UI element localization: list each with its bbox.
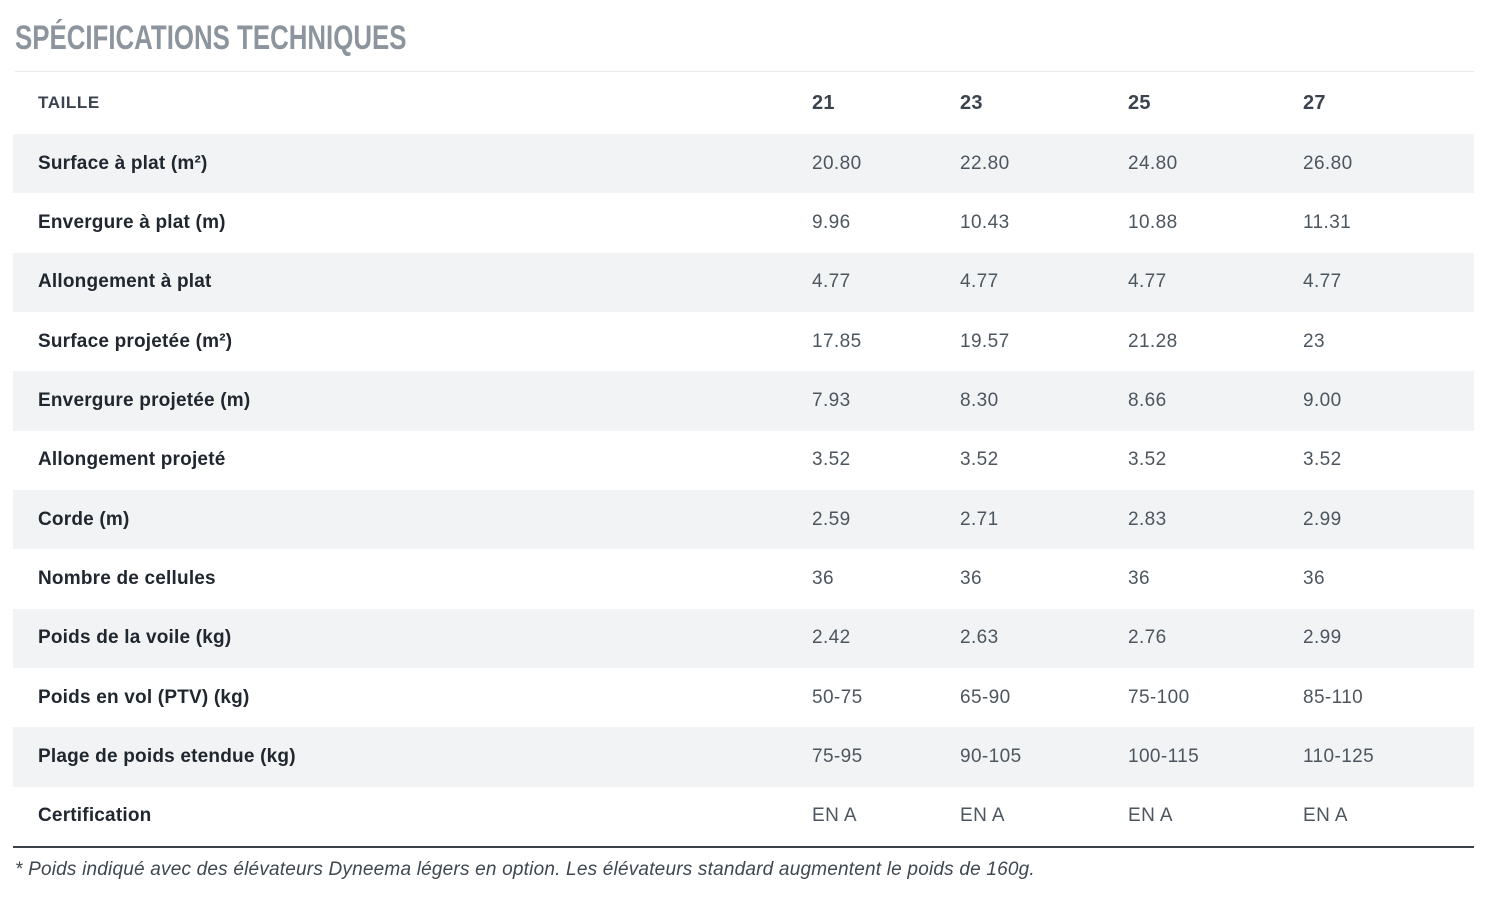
- cell-value: 17.85: [812, 330, 862, 352]
- table-row-poids-de-la-voile: Poids de la voile (kg) 2.42 2.63 2.76 2.…: [13, 608, 1474, 668]
- table-row-plage-de-poids-etendue: Plage de poids etendue (kg) 75-95 90-105…: [13, 727, 1474, 787]
- cell-value: 22.80: [960, 152, 1010, 174]
- column-header-size-27: 27: [1303, 91, 1326, 114]
- cell-value: 3.52: [812, 449, 851, 471]
- row-label: Certification: [38, 805, 152, 827]
- section-title: SPÉCIFICATIONS TECHNIQUES: [15, 19, 407, 57]
- cell-value: 23: [1303, 330, 1325, 352]
- row-label: Plage de poids etendue (kg): [38, 745, 296, 767]
- cell-value: 65-90: [960, 686, 1011, 708]
- cell-value: 2.59: [812, 508, 851, 530]
- footnote-text: * Poids indiqué avec des élévateurs Dyne…: [15, 858, 1035, 880]
- cell-value: 10.43: [960, 211, 1010, 233]
- cell-value: 10.88: [1128, 211, 1178, 233]
- cell-value: 11.31: [1303, 211, 1352, 233]
- cell-value: 36: [812, 567, 834, 589]
- row-label: Nombre de cellules: [38, 567, 216, 589]
- cell-value: 20.80: [812, 152, 862, 174]
- cell-value: 4.77: [960, 271, 999, 293]
- column-header-size-21: 21: [812, 91, 835, 114]
- table-row-allongement-projete: Allongement projeté 3.52 3.52 3.52 3.52: [13, 431, 1474, 490]
- table-row-poids-en-vol: Poids en vol (PTV) (kg) 50-75 65-90 75-1…: [13, 668, 1474, 727]
- table-row-surface-projetee: Surface projetée (m²) 17.85 19.57 21.28 …: [13, 312, 1474, 371]
- cell-value: 75-100: [1128, 686, 1190, 708]
- cell-value: 2.99: [1303, 508, 1342, 530]
- cell-value: 36: [1303, 567, 1325, 589]
- cell-value: 36: [960, 567, 982, 589]
- column-header-size-25: 25: [1128, 91, 1151, 114]
- table-row-nombre-de-cellules: Nombre de cellules 36 36 36 36: [13, 549, 1474, 608]
- column-header-taille: TAILLE: [38, 93, 100, 112]
- cell-value: 2.42: [812, 627, 851, 649]
- row-label: Surface à plat (m²): [38, 152, 208, 174]
- spec-section: SPÉCIFICATIONS TECHNIQUES TAILLE 21 23 2…: [0, 20, 1500, 910]
- table-row-surface-a-plat: Surface à plat (m²) 20.80 22.80 24.80 26…: [13, 134, 1474, 194]
- cell-value: 4.77: [1128, 271, 1167, 293]
- row-label: Poids de la voile (kg): [38, 627, 232, 649]
- column-header-size-23: 23: [960, 91, 983, 114]
- cell-value: EN A: [1303, 805, 1348, 827]
- cell-value: 3.52: [1128, 449, 1167, 471]
- table-header-row: TAILLE 21 23 25 27: [13, 72, 1474, 134]
- cell-value: 2.99: [1303, 627, 1342, 649]
- cell-value: 26.80: [1303, 152, 1353, 174]
- table-row-allongement-a-plat: Allongement à plat 4.77 4.77 4.77 4.77: [13, 252, 1474, 312]
- cell-value: 3.52: [1303, 449, 1342, 471]
- row-label: Surface projetée (m²): [38, 330, 233, 352]
- cell-value: 36: [1128, 567, 1150, 589]
- cell-value: 90-105: [960, 745, 1022, 767]
- spec-table: TAILLE 21 23 25 27 Surface à plat (m²) 2…: [13, 72, 1474, 846]
- cell-value: EN A: [812, 805, 857, 827]
- cell-value: 2.71: [960, 508, 999, 530]
- cell-value: 9.96: [812, 211, 851, 233]
- row-label: Poids en vol (PTV) (kg): [38, 686, 250, 708]
- cell-value: 50-75: [812, 686, 863, 708]
- row-label: Allongement projeté: [38, 449, 226, 471]
- cell-value: 24.80: [1128, 152, 1178, 174]
- cell-value: 4.77: [1303, 271, 1342, 293]
- table-row-certification: Certification EN A EN A EN A EN A: [13, 787, 1474, 846]
- cell-value: EN A: [1128, 805, 1173, 827]
- row-label: Envergure à plat (m): [38, 211, 226, 233]
- cell-value: 3.52: [960, 449, 999, 471]
- table-bottom-rule: [13, 845, 1474, 848]
- cell-value: 2.76: [1128, 627, 1167, 649]
- cell-value: 100-115: [1128, 745, 1200, 767]
- cell-value: 19.57: [960, 330, 1010, 352]
- cell-value: 4.77: [812, 271, 851, 293]
- cell-value: 85-110: [1303, 686, 1364, 708]
- row-label: Allongement à plat: [38, 271, 212, 293]
- cell-value: 8.30: [960, 389, 999, 411]
- table-row-corde: Corde (m) 2.59 2.71 2.83 2.99: [13, 489, 1474, 550]
- cell-value: 9.00: [1303, 389, 1342, 411]
- row-label: Corde (m): [38, 508, 130, 530]
- cell-value: 75-95: [812, 745, 863, 767]
- cell-value: 2.63: [960, 627, 999, 649]
- cell-value: 110-125: [1303, 745, 1375, 767]
- table-row-envergure-projetee: Envergure projetée (m) 7.93 8.30 8.66 9.…: [13, 371, 1474, 431]
- header-divider: [15, 71, 1474, 72]
- row-label: Envergure projetée (m): [38, 389, 251, 411]
- cell-value: 2.83: [1128, 508, 1167, 530]
- cell-value: 8.66: [1128, 389, 1167, 411]
- cell-value: 7.93: [812, 389, 851, 411]
- cell-value: EN A: [960, 805, 1005, 827]
- cell-value: 21.28: [1128, 330, 1178, 352]
- table-row-envergure-a-plat: Envergure à plat (m) 9.96 10.43 10.88 11…: [13, 193, 1474, 252]
